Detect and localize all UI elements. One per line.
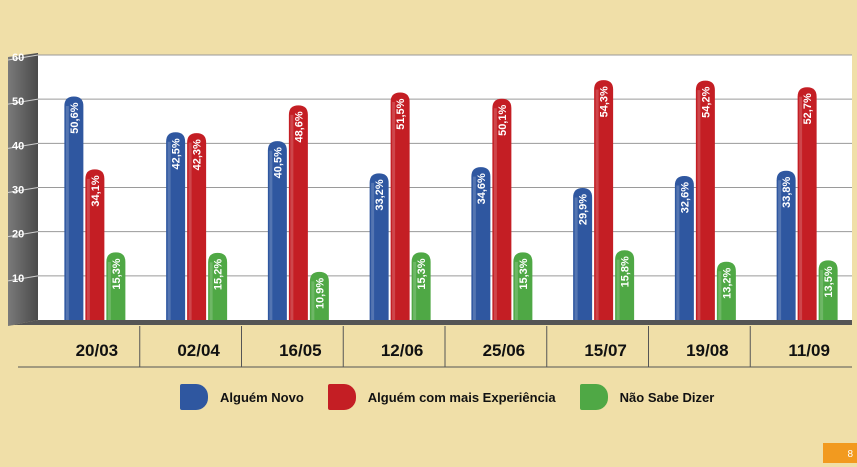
bar bbox=[369, 173, 389, 320]
x-tick-label: 25/06 bbox=[483, 341, 526, 360]
bar bbox=[208, 252, 228, 320]
axis-tick-line bbox=[7, 275, 39, 282]
data-label: 33,2% bbox=[374, 179, 386, 210]
bar bbox=[187, 133, 207, 320]
data-label: 42,3% bbox=[192, 139, 204, 170]
data-label: 32,6% bbox=[679, 182, 691, 213]
bar bbox=[594, 80, 614, 320]
data-label: 34,6% bbox=[476, 173, 488, 204]
legend-item-alguem-novo: Alguém Novo bbox=[180, 384, 304, 410]
axis-tick-line bbox=[7, 98, 39, 105]
x-tick-label: 16/05 bbox=[279, 341, 322, 360]
y-tick-label: 10 bbox=[12, 273, 24, 285]
data-label: 10,9% bbox=[314, 278, 326, 309]
x-tick-label: 20/03 bbox=[76, 341, 119, 360]
data-label: 13,2% bbox=[721, 267, 733, 298]
bar bbox=[64, 96, 84, 321]
axis-tick-line bbox=[7, 142, 39, 149]
data-label: 15,8% bbox=[620, 256, 632, 287]
data-label: 54,3% bbox=[599, 86, 611, 117]
bar bbox=[166, 132, 186, 320]
bar bbox=[776, 170, 796, 320]
bar bbox=[818, 260, 838, 320]
data-label: 48,6% bbox=[293, 111, 305, 142]
data-label: 50,6% bbox=[69, 102, 81, 133]
data-label: 15,3% bbox=[111, 258, 123, 289]
legend-swatch-green bbox=[579, 384, 608, 410]
bar bbox=[674, 176, 694, 320]
data-label: 50,1% bbox=[497, 105, 509, 136]
x-axis-floor bbox=[8, 320, 852, 326]
bar bbox=[288, 105, 308, 320]
data-label: 15,2% bbox=[213, 259, 225, 290]
data-label: 13,5% bbox=[823, 266, 835, 297]
bar bbox=[513, 252, 533, 320]
data-label: 33,8% bbox=[781, 177, 793, 208]
page-number: 8 bbox=[823, 443, 857, 463]
bar bbox=[471, 167, 491, 320]
bar bbox=[573, 187, 593, 320]
data-label: 40,5% bbox=[272, 147, 284, 178]
legend: Alguém Novo Alguém com mais Experiência … bbox=[180, 383, 738, 411]
bar bbox=[106, 252, 126, 320]
y-tick-label: 20 bbox=[12, 229, 24, 241]
y-tick-label: 60 bbox=[12, 52, 24, 64]
bar bbox=[309, 271, 329, 320]
legend-label: Alguém Novo bbox=[220, 389, 304, 405]
legend-label: Alguém com mais Experiência bbox=[367, 389, 556, 405]
data-label: 51,5% bbox=[395, 98, 407, 129]
axis-tick-line bbox=[7, 187, 39, 193]
bar bbox=[85, 169, 105, 320]
y-tick-label: 50 bbox=[12, 96, 24, 108]
x-tick-label: 02/04 bbox=[177, 341, 220, 360]
axis-tick-line bbox=[7, 231, 39, 238]
bar bbox=[695, 80, 715, 320]
axis-tick-line bbox=[7, 54, 39, 61]
bar bbox=[615, 250, 635, 320]
data-label: 54,2% bbox=[700, 86, 712, 117]
bar bbox=[492, 98, 512, 320]
bar bbox=[411, 252, 431, 320]
x-tick-label: 11/09 bbox=[788, 341, 830, 360]
y-tick-label: 30 bbox=[12, 185, 24, 197]
data-label: 42,5% bbox=[171, 138, 183, 169]
data-label: 15,3% bbox=[518, 258, 530, 289]
data-label: 34,1% bbox=[90, 175, 102, 206]
legend-item-nao-sabe: Não Sabe Dizer bbox=[579, 384, 715, 410]
bar bbox=[716, 261, 736, 320]
legend-label: Não Sabe Dizer bbox=[619, 389, 715, 405]
bar bbox=[797, 87, 817, 320]
bar bbox=[390, 92, 410, 321]
data-label: 15,3% bbox=[416, 258, 428, 289]
x-tick-label: 12/06 bbox=[381, 341, 424, 360]
legend-item-experiencia: Alguém com mais Experiência bbox=[327, 384, 556, 410]
y-tick-label: 40 bbox=[12, 140, 24, 152]
bar bbox=[267, 141, 287, 320]
x-tick-label: 19/08 bbox=[686, 341, 729, 360]
data-label: 29,9% bbox=[578, 194, 590, 225]
legend-swatch-blue bbox=[180, 384, 208, 410]
x-tick-label: 15/07 bbox=[584, 341, 627, 360]
legend-swatch-red bbox=[327, 384, 356, 410]
data-label: 52,7% bbox=[802, 93, 814, 124]
